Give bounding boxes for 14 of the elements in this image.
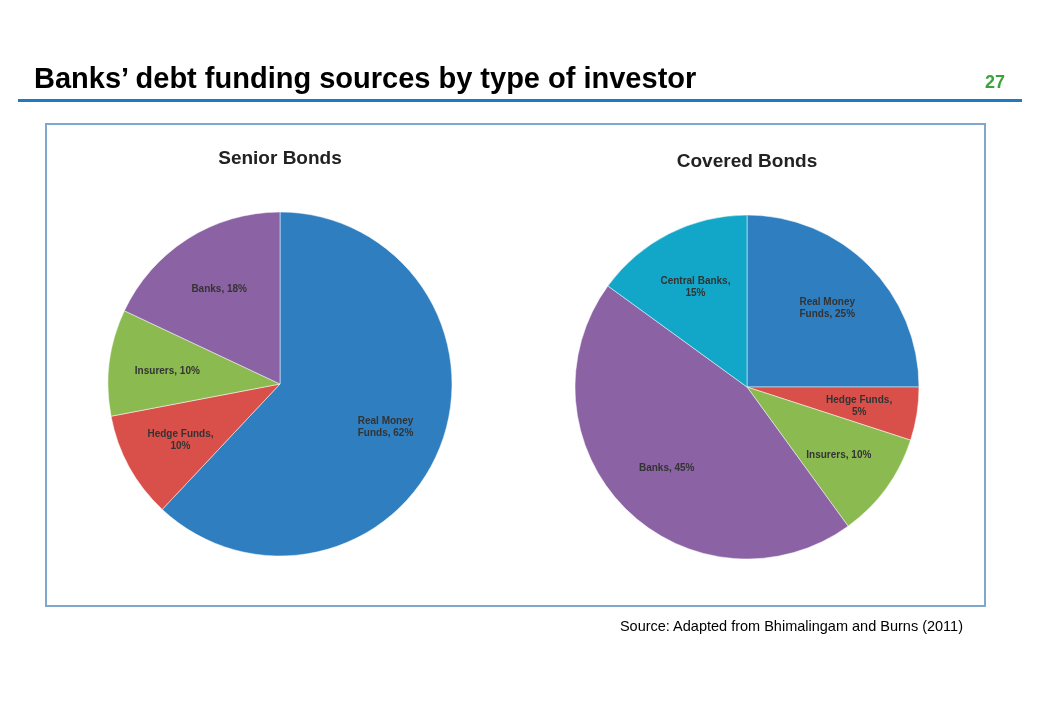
text: 27 xyxy=(984,72,1006,92)
slice-label: Banks, 45% xyxy=(638,462,695,474)
text: Banks’ debt funding sources by type of investor xyxy=(34,62,697,94)
slice-label: Banks, 18% xyxy=(191,283,248,295)
source-note: Source: Adapted from Bhimalingam and Burns (2011) xyxy=(619,618,963,634)
slice-label: Insurers, 10% xyxy=(134,364,200,376)
slice-label: Hedge Funds, 5% xyxy=(826,393,893,417)
chart-title: Covered Bonds xyxy=(676,150,818,171)
chart-title: Senior Bonds xyxy=(218,147,342,168)
slice-label: Hedge Funds, 10% xyxy=(147,427,214,451)
slice-label: Central Banks, 15% xyxy=(660,274,731,298)
slice-label: Real Money Funds, 62% xyxy=(357,414,414,438)
slice-label: Real Money Funds, 25% xyxy=(799,295,856,319)
slice-label: Insurers, 10% xyxy=(806,448,872,460)
